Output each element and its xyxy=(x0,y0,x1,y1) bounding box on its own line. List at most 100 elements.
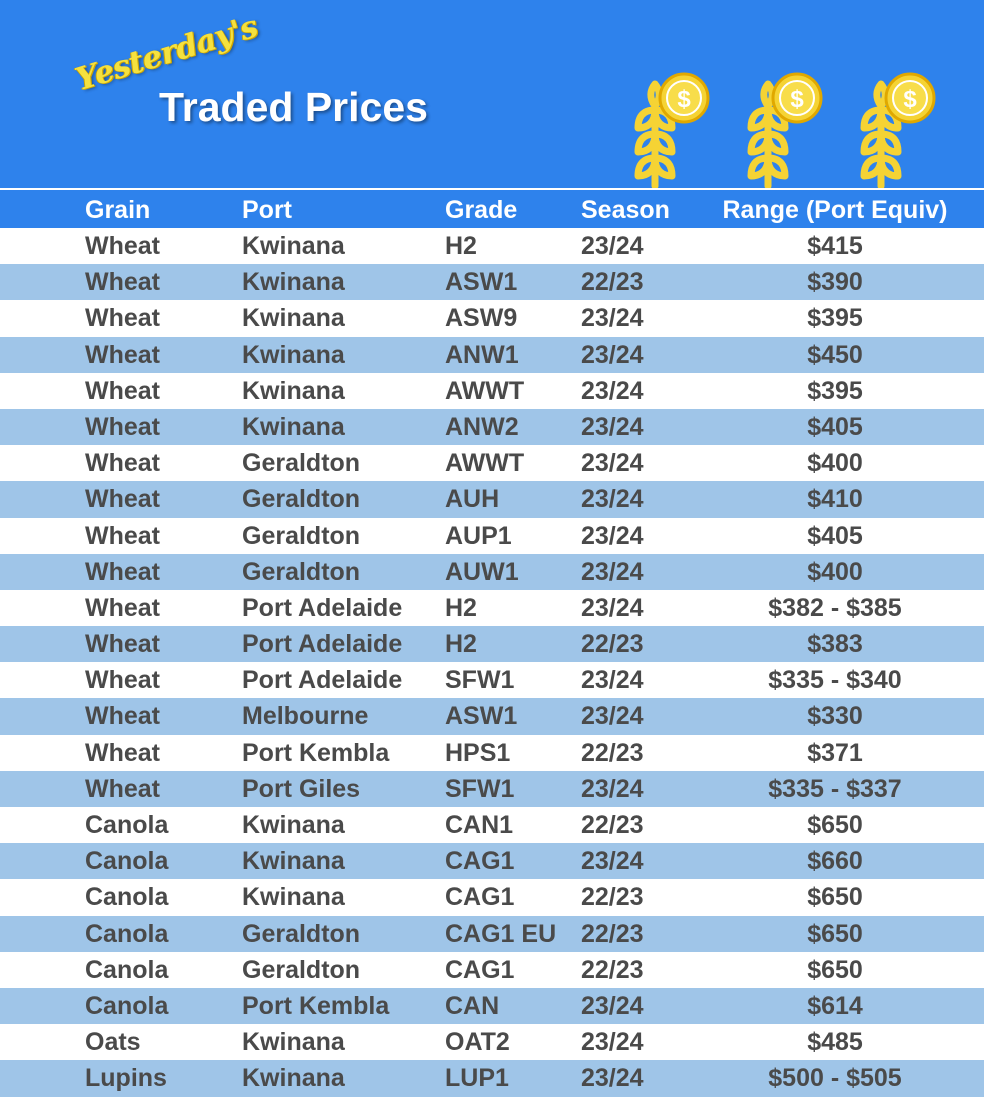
cell-grain: Wheat xyxy=(85,412,160,441)
table-row: Wheat Port Kembla HPS1 22/23 $371 xyxy=(0,735,984,771)
wheat-coin-icon: $ xyxy=(733,68,833,188)
table-row: Wheat Port Adelaide SFW1 23/24 $335 - $340 xyxy=(0,662,984,698)
header-banner: Yesterday's Traded Prices $ xyxy=(0,0,984,188)
table-row: Wheat Port Adelaide H2 23/24 $382 - $385 xyxy=(0,590,984,626)
cell-range: $335 - $340 xyxy=(768,666,902,695)
cell-port: Kwinana xyxy=(242,811,345,839)
cell-port: Kwinana xyxy=(242,1028,345,1057)
cell-port: Port Adelaide xyxy=(242,630,403,659)
cell-range: $405 xyxy=(807,412,863,441)
cell-season: 23/24 xyxy=(581,232,644,260)
cell-grain: Wheat xyxy=(85,304,160,333)
cell-grain: Oats xyxy=(85,1028,141,1057)
cell-season: 22/23 xyxy=(581,955,644,984)
table-row: Wheat Kwinana H2 23/24 $415 xyxy=(0,228,984,264)
table-row: Canola Geraldton CAG1 22/23 $650 xyxy=(0,952,984,988)
cell-range: $382 - $385 xyxy=(768,593,902,622)
cell-grain: Canola xyxy=(85,955,169,984)
cell-grain: Wheat xyxy=(85,485,160,514)
cell-range: $400 xyxy=(807,449,863,478)
table-row: Oats Kwinana OAT2 23/24 $485 xyxy=(0,1024,984,1060)
cell-range: $614 xyxy=(807,991,863,1020)
column-header-port: Port xyxy=(242,196,292,224)
cell-range: $335 - $337 xyxy=(768,774,902,803)
cell-range: $330 xyxy=(807,702,863,731)
table-row: Wheat Geraldton AUH 23/24 $410 xyxy=(0,481,984,518)
cell-port: Kwinana xyxy=(242,304,345,333)
cell-range: $371 xyxy=(807,738,863,767)
cell-grade: ASW1 xyxy=(445,702,518,731)
cell-season: 22/23 xyxy=(581,738,644,767)
table-row: Wheat Kwinana ANW1 23/24 $450 xyxy=(0,336,984,373)
cell-grain: Wheat xyxy=(85,630,160,659)
cell-port: Kwinana xyxy=(242,340,345,369)
cell-grade: CAG1 xyxy=(445,883,515,912)
cell-grain: Wheat xyxy=(85,557,160,586)
page-title: Traded Prices xyxy=(159,84,428,130)
cell-season: 22/23 xyxy=(581,811,644,839)
cell-grade: AUW1 xyxy=(445,557,519,586)
cell-season: 22/23 xyxy=(581,268,644,297)
cell-grain: Canola xyxy=(85,991,169,1020)
cell-range: $395 xyxy=(807,304,863,333)
cell-grade: CAN xyxy=(445,991,500,1020)
cell-grade: OAT2 xyxy=(445,1028,510,1057)
cell-grade: AWWT xyxy=(445,376,525,405)
table-row: Wheat Geraldton AWWT 23/24 $400 xyxy=(0,445,984,481)
cell-grain: Wheat xyxy=(85,268,160,297)
cell-port: Kwinana xyxy=(242,376,345,405)
cell-range: $650 xyxy=(807,919,863,948)
cell-port: Kwinana xyxy=(242,232,345,260)
cell-grade: CAN1 xyxy=(445,811,514,839)
cell-season: 23/24 xyxy=(581,774,644,803)
cell-grade: HPS1 xyxy=(445,738,511,767)
table-row: Canola Geraldton CAG1 EU 22/23 $650 xyxy=(0,915,984,952)
cell-port: Kwinana xyxy=(242,412,345,441)
cell-range: $650 xyxy=(807,883,863,912)
cell-grade: SFW1 xyxy=(445,666,515,695)
table-row: Canola Kwinana CAG1 22/23 $650 xyxy=(0,879,984,915)
cell-grade: AWWT xyxy=(445,449,525,478)
prices-table: Grain Port Grade Season Range (Port Equi… xyxy=(0,190,984,1097)
cell-port: Port Adelaide xyxy=(242,593,403,622)
cell-grade: CAG1 xyxy=(445,955,515,984)
cell-range: $405 xyxy=(807,521,863,550)
cell-grade: ANW1 xyxy=(445,340,519,369)
cell-grain: Wheat xyxy=(85,449,160,478)
cell-grain: Wheat xyxy=(85,702,160,731)
cell-range: $500 - $505 xyxy=(768,1064,902,1093)
cell-grain: Wheat xyxy=(85,774,160,803)
wheat-coin-icon: $ xyxy=(620,68,720,188)
cell-range: $390 xyxy=(807,268,863,297)
cell-grade: SFW1 xyxy=(445,774,515,803)
wheat-coin-icon: $ xyxy=(846,68,946,188)
table-row: Wheat Port Adelaide H2 22/23 $383 xyxy=(0,626,984,663)
cell-port: Kwinana xyxy=(242,847,345,876)
cell-grade: ASW9 xyxy=(445,304,518,333)
table-row: Canola Kwinana CAN1 22/23 $650 xyxy=(0,807,984,843)
cell-port: Kwinana xyxy=(242,1064,345,1093)
cell-season: 22/23 xyxy=(581,919,644,948)
cell-port: Kwinana xyxy=(242,268,345,297)
cell-grain: Canola xyxy=(85,811,169,839)
svg-text:$: $ xyxy=(677,86,691,113)
cell-season: 22/23 xyxy=(581,630,644,659)
cell-port: Kwinana xyxy=(242,883,345,912)
cell-grade: ASW1 xyxy=(445,268,518,297)
cell-grain: Canola xyxy=(85,847,169,876)
column-header-range: Range (Port Equiv) xyxy=(722,196,948,224)
table-row: Wheat Kwinana ANW2 23/24 $405 xyxy=(0,408,984,446)
cell-grain: Wheat xyxy=(85,376,160,405)
cell-season: 23/24 xyxy=(581,847,644,876)
cell-season: 23/24 xyxy=(581,412,644,441)
cell-season: 22/23 xyxy=(581,883,644,912)
table-body: Wheat Kwinana H2 23/24 $415 Wheat Kwinana ASW1 2… xyxy=(0,228,984,1097)
cell-grade: ANW2 xyxy=(445,412,519,441)
cell-season: 23/24 xyxy=(581,557,644,586)
table-row: Canola Kwinana CAG1 23/24 $660 xyxy=(0,843,984,880)
table-row: Wheat Geraldton AUP1 23/24 $405 xyxy=(0,518,984,554)
table-header: Grain Port Grade Season Range (Port Equi… xyxy=(0,190,984,228)
table-row: Wheat Melbourne ASW1 23/24 $330 xyxy=(0,698,984,735)
cell-port: Melbourne xyxy=(242,702,369,731)
cell-grade: CAG1 EU xyxy=(445,919,557,948)
